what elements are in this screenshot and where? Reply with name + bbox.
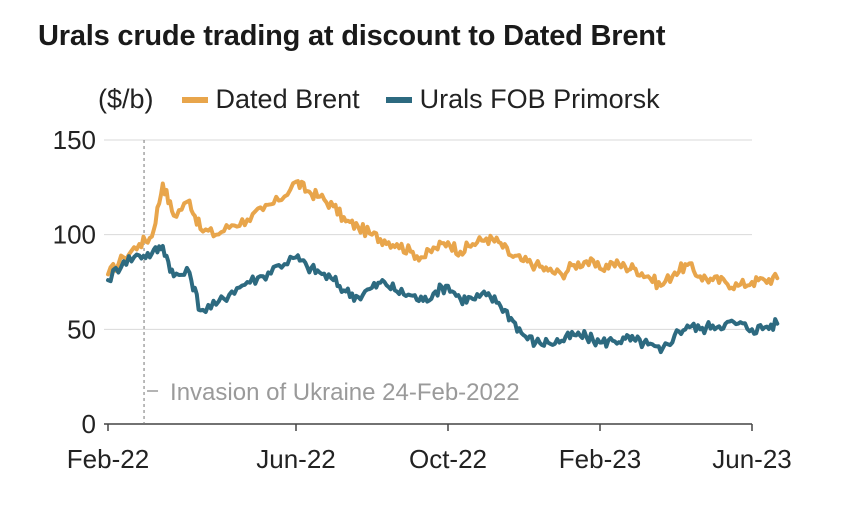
legend: ($/b) Dated Brent Urals FOB Primorsk — [98, 84, 686, 115]
series-line-dated-brent — [106, 179, 780, 292]
legend-item-dated-brent: Dated Brent — [181, 84, 360, 115]
y-tick-label: 0 — [82, 409, 96, 439]
x-tick-label: Feb-22 — [67, 444, 149, 474]
x-tick-label: Jun-23 — [712, 444, 792, 474]
legend-label-dated-brent: Dated Brent — [215, 84, 360, 114]
x-tick-label: Oct-22 — [409, 444, 487, 474]
annotation-label: Invasion of Ukraine 24-Feb-2022 — [170, 379, 520, 406]
legend-swatch-urals — [385, 96, 412, 103]
legend-swatch-dated-brent — [181, 96, 208, 103]
x-tick-label: Feb-23 — [559, 444, 641, 474]
y-unit-label: ($/b) — [98, 84, 154, 114]
series-line-urals — [106, 244, 780, 355]
x-tick-label: Jun-22 — [256, 444, 336, 474]
y-tick-label: 150 — [53, 125, 96, 155]
y-tick-label: 50 — [67, 314, 96, 344]
chart-title: Urals crude trading at discount to Dated… — [38, 20, 666, 52]
legend-item-urals: Urals FOB Primorsk — [385, 84, 660, 115]
y-tick-label: 100 — [53, 220, 96, 250]
legend-label-urals: Urals FOB Primorsk — [419, 84, 660, 114]
